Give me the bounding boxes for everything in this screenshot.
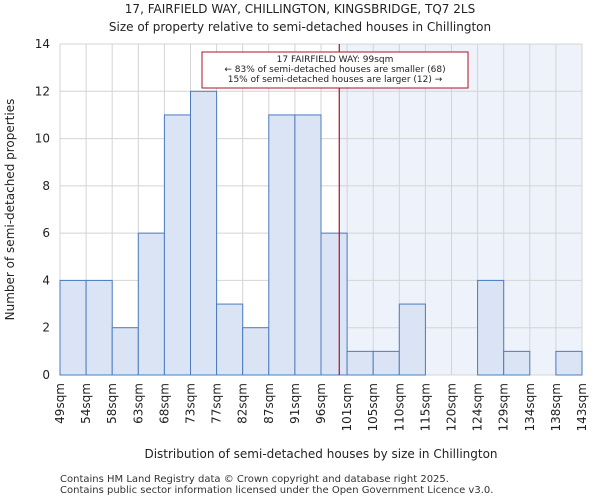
y-axis-title: Number of semi-detached properties xyxy=(3,99,17,321)
x-tick-label: 91sqm xyxy=(288,383,302,424)
annotation-line3: 15% of semi-detached houses are larger (… xyxy=(228,75,443,85)
x-tick-label: 120sqm xyxy=(445,383,459,431)
x-axis-title: Distribution of semi-detached houses by … xyxy=(144,447,497,461)
x-tick-label: 68sqm xyxy=(157,383,171,424)
x-tick-label: 58sqm xyxy=(105,383,119,424)
histogram-bar xyxy=(398,303,426,376)
y-tick-label: 10 xyxy=(35,132,50,146)
histogram-bar xyxy=(555,350,583,376)
histogram-bar xyxy=(242,327,270,376)
x-tick-label: 96sqm xyxy=(314,383,328,424)
histogram-bar xyxy=(137,232,165,376)
x-tick-label: 77sqm xyxy=(210,383,224,424)
histogram-bar xyxy=(320,232,348,376)
histogram-bar xyxy=(85,279,113,376)
y-tick-label: 2 xyxy=(42,321,50,335)
histogram-bar xyxy=(346,350,374,376)
x-tick-label: 143sqm xyxy=(575,383,589,431)
histogram-bar xyxy=(372,350,400,376)
x-tick-label: 82sqm xyxy=(236,383,250,424)
histogram-bar xyxy=(59,279,87,376)
histogram-bar xyxy=(477,279,505,376)
x-tick-label: 110sqm xyxy=(392,383,406,431)
x-tick-label: 63sqm xyxy=(131,383,145,424)
annotation-line1: 17 FAIRFIELD WAY: 99sqm xyxy=(277,55,394,65)
histogram-bar xyxy=(111,327,139,376)
histogram-bar xyxy=(163,114,191,376)
x-tick-label: 134sqm xyxy=(523,383,537,431)
histogram-bar xyxy=(216,303,244,376)
x-tick-label: 54sqm xyxy=(79,383,93,424)
x-tick-label: 87sqm xyxy=(262,383,276,424)
histogram-bar xyxy=(503,350,531,376)
x-tick-label: 73sqm xyxy=(184,383,198,424)
y-tick-label: 4 xyxy=(42,273,50,287)
histogram-bar xyxy=(190,90,218,376)
x-tick-label: 115sqm xyxy=(418,383,432,431)
x-tick-label: 138sqm xyxy=(549,383,563,431)
footer-copyright: Contains HM Land Registry data © Crown c… xyxy=(60,474,449,485)
annotation-line2: ← 83% of semi-detached houses are smalle… xyxy=(224,65,445,75)
x-tick-label: 49sqm xyxy=(53,383,67,424)
chart-subtitle: Size of property relative to semi-detach… xyxy=(108,20,492,34)
y-tick-label: 14 xyxy=(35,37,50,51)
footer-licence: Contains public sector information licen… xyxy=(60,485,494,496)
x-tick-label: 101sqm xyxy=(340,383,354,431)
larger-region-shading xyxy=(339,44,582,375)
chart-title: 17, FAIRFIELD WAY, CHILLINGTON, KINGSBRI… xyxy=(124,2,476,16)
annotation-box xyxy=(201,51,469,89)
x-tick-label: 129sqm xyxy=(497,383,511,431)
y-tick-label: 0 xyxy=(42,368,50,382)
y-tick-label: 8 xyxy=(42,179,50,193)
x-tick-label: 124sqm xyxy=(471,383,485,431)
y-tick-label: 6 xyxy=(42,226,50,240)
histogram-bar xyxy=(294,114,322,376)
y-tick-label: 12 xyxy=(35,84,50,98)
histogram-bar xyxy=(268,114,296,376)
x-tick-label: 105sqm xyxy=(366,383,380,431)
